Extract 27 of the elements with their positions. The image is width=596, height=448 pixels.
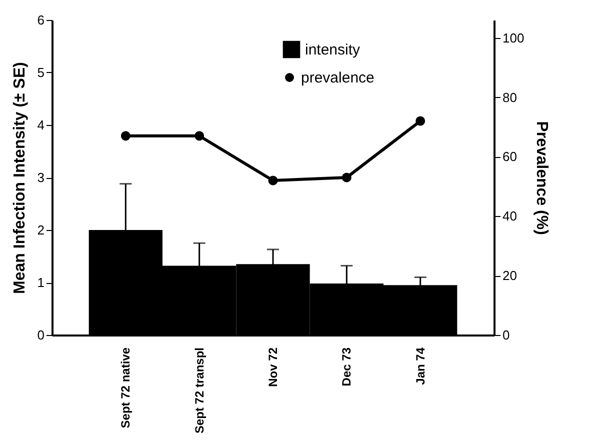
y2-tick-label: 20 bbox=[502, 268, 517, 284]
point bbox=[416, 116, 426, 126]
y2-tick-label: 60 bbox=[502, 149, 517, 164]
x-tick-label: Sept 72 transpl bbox=[192, 348, 206, 434]
point bbox=[268, 176, 278, 186]
x-tick-label: Jan 74 bbox=[413, 347, 428, 385]
y-tick-label: 4 bbox=[37, 118, 44, 132]
y-axis-title: Mean Infection Intensity (± SE) bbox=[11, 62, 28, 294]
y2-tick-label: 40 bbox=[502, 208, 517, 224]
point bbox=[342, 172, 352, 182]
y-tick-label: 5 bbox=[37, 65, 44, 80]
y2-tick-label: 80 bbox=[502, 90, 517, 105]
y-tick-label: 1 bbox=[37, 275, 44, 290]
legend-label: prevalence bbox=[301, 70, 374, 86]
point bbox=[194, 131, 204, 141]
legend-label: intensity bbox=[305, 42, 361, 58]
y2-tick-label: 0 bbox=[502, 328, 510, 342]
y2-tick-label: 100 bbox=[502, 30, 524, 46]
x-tick-label: Dec 73 bbox=[340, 347, 354, 386]
y-tick-label: 6 bbox=[37, 12, 44, 28]
point bbox=[120, 131, 130, 141]
x-tick-label: Nov 72 bbox=[266, 347, 280, 387]
y2-axis-title: Prevalence (%) bbox=[533, 121, 550, 235]
y-tick-label: 2 bbox=[37, 222, 44, 238]
y-tick-label: 3 bbox=[37, 170, 44, 185]
y-tick-label: 0 bbox=[37, 328, 44, 342]
x-tick-label: Sept 72 native bbox=[118, 347, 133, 428]
